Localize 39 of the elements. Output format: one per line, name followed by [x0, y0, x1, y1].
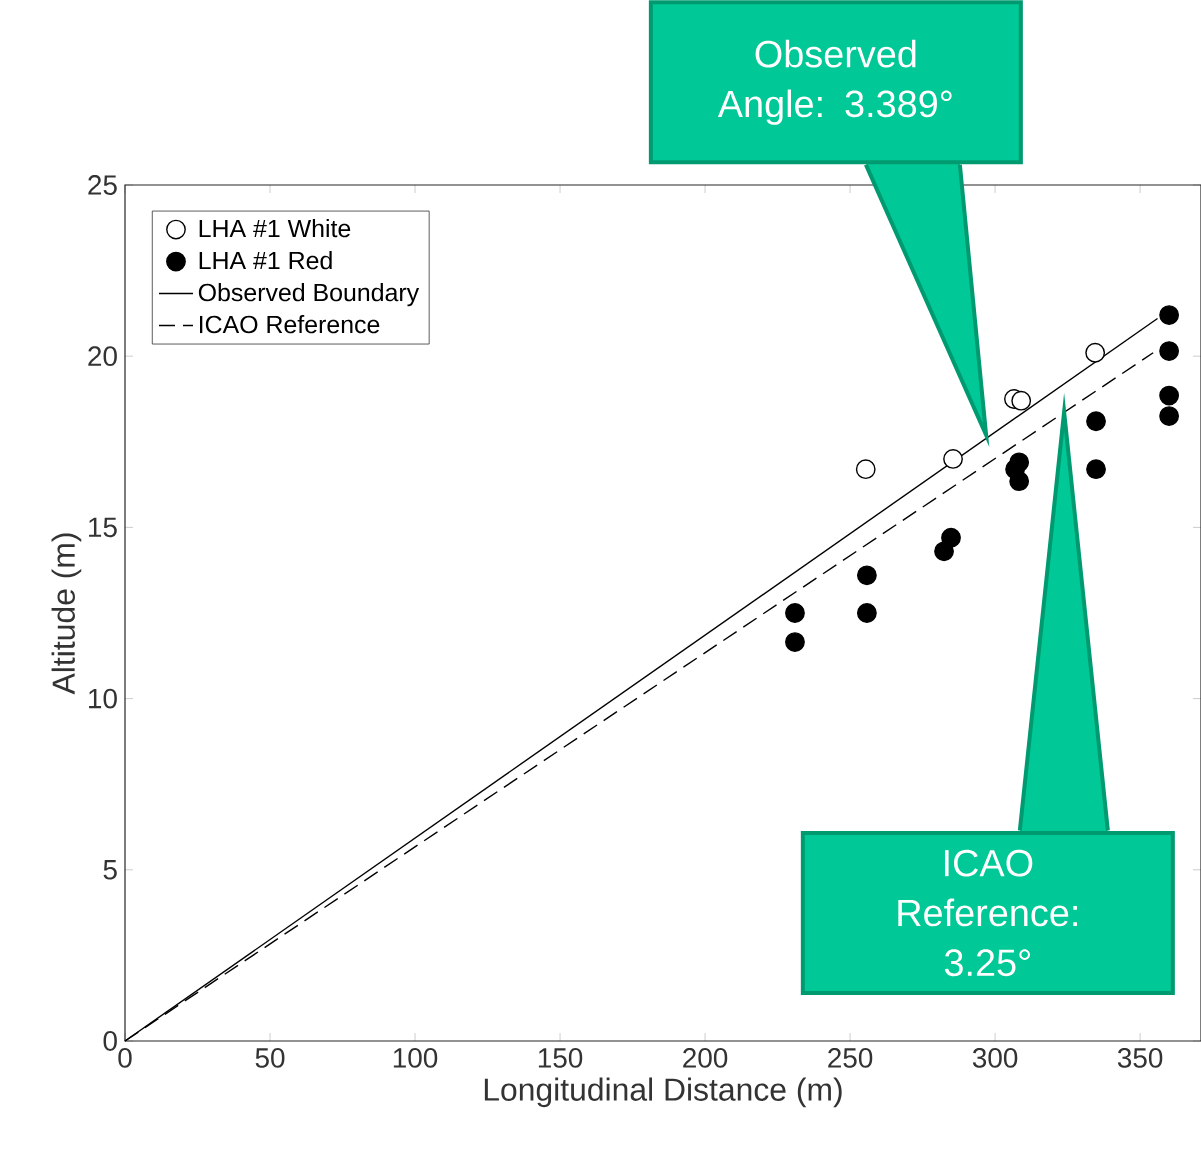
annotation: Observed Angle: 3.389°: [717, 39, 952, 125]
x-tick-label: 150: [538, 1048, 583, 1068]
y-tick-label: 25: [88, 175, 117, 195]
x-tick-label: 300: [972, 1048, 1018, 1068]
legend-label: LHA #1 Red: [199, 251, 332, 270]
point: [785, 632, 805, 652]
x-tick-label: 50: [255, 1048, 285, 1068]
y-tick-label: 0: [103, 1031, 117, 1051]
legend-label: ICAO Reference: [199, 315, 380, 334]
point: [1011, 390, 1032, 411]
x-tick-label: 0: [118, 1048, 132, 1068]
y-tick-label: 20: [88, 346, 117, 367]
annotation: ICAO Reference: 3.25°: [898, 849, 1077, 977]
y-tick-label: 10: [89, 688, 117, 709]
legend-label: Observed Boundary: [198, 283, 420, 307]
point: [1159, 305, 1179, 325]
point: [855, 459, 876, 480]
point: [941, 527, 961, 548]
y-tick-label: 15: [89, 517, 117, 538]
y-axis-title: Altitude (m): [51, 533, 82, 695]
point: [785, 603, 805, 623]
point: [857, 565, 877, 586]
point: [1159, 385, 1179, 406]
point: [1085, 342, 1106, 363]
point: [1086, 459, 1106, 480]
point: [1009, 452, 1030, 473]
point: [1009, 471, 1030, 492]
point: [1086, 411, 1106, 432]
x-tick-label: 100: [393, 1048, 438, 1068]
point: [943, 449, 963, 469]
point: [1159, 406, 1179, 427]
x-tick-label: 250: [828, 1048, 873, 1068]
legend-label: LHA #1 White: [199, 219, 351, 238]
x-axis-title: Longitudinal Distance (m): [484, 1077, 842, 1108]
y-tick-label: 5: [103, 860, 117, 880]
x-tick-label: 200: [683, 1048, 728, 1068]
point: [857, 603, 877, 623]
point: [1159, 341, 1179, 361]
x-tick-label: 350: [1117, 1048, 1163, 1068]
